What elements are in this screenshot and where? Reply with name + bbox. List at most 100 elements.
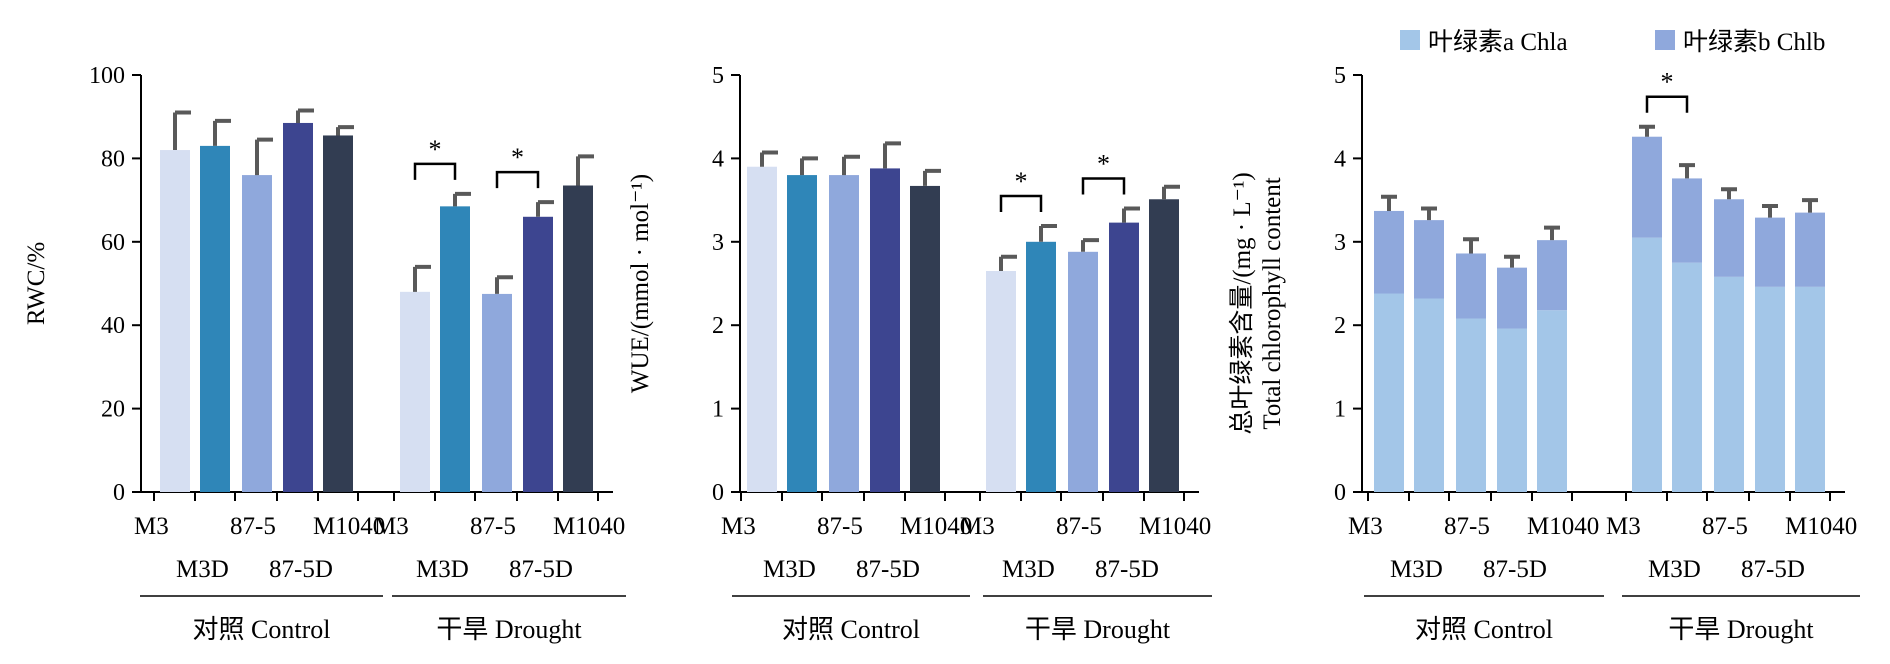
bar: [910, 185, 940, 492]
significance-bracket: [413, 162, 457, 180]
x-category-label: 87-5D: [856, 556, 920, 583]
error-bar: [255, 137, 273, 176]
bar: [1109, 222, 1139, 493]
bar: [482, 293, 512, 492]
error-bar: [336, 125, 354, 136]
x-category-label: M3: [721, 513, 756, 540]
x-category-label: 87-5: [470, 513, 516, 540]
x-category-label: M3D: [763, 556, 816, 583]
error-bar: [1122, 206, 1140, 223]
y-tick-label: 1: [712, 397, 724, 423]
x-category-label: M3: [134, 513, 169, 540]
legend-swatch: [1655, 30, 1675, 50]
error-bar: [1081, 238, 1099, 252]
error-bar: [1802, 198, 1818, 213]
y-tick-label: 40: [101, 313, 125, 339]
y-axis-label: WUE/(mmol · mol⁻¹): [627, 174, 654, 393]
y-tick-label: 1: [1334, 397, 1346, 423]
bar-chlb: [1456, 253, 1486, 319]
bar-chla: [1537, 310, 1567, 492]
y-tick-label: 4: [1334, 146, 1346, 172]
error-bar: [1762, 203, 1778, 218]
bar-chla: [1374, 293, 1404, 492]
error-bar: [213, 118, 231, 146]
bar-chla: [1497, 328, 1527, 492]
x-category-label: 87-5D: [269, 556, 333, 583]
bar-chlb: [1414, 220, 1444, 299]
x-category-label: M1040: [553, 513, 625, 540]
bar: [986, 270, 1016, 492]
bar: [242, 175, 272, 492]
bar: [1068, 251, 1098, 492]
group-label: 干旱 Drought: [1668, 615, 1814, 644]
bar: [1149, 199, 1179, 493]
x-category-label: M3: [1606, 513, 1641, 540]
error-bar: [1639, 124, 1655, 137]
x-category-label: M3D: [416, 556, 469, 583]
significance-marker: *: [1097, 149, 1110, 178]
error-bar: [536, 200, 554, 217]
bar-chla: [1755, 286, 1785, 492]
x-category-label: 87-5D: [1095, 556, 1159, 583]
x-category-label: 87-5: [230, 513, 276, 540]
error-bar: [800, 156, 818, 176]
y-axis-label-line2: Total chlorophyll content: [1259, 177, 1286, 429]
error-bar: [1544, 225, 1560, 241]
error-bar: [1679, 163, 1695, 179]
error-bar: [173, 110, 191, 151]
x-category-label: M1040: [1139, 513, 1211, 540]
x-category-label: 87-5: [1702, 513, 1748, 540]
y-tick-label: 2: [712, 313, 724, 339]
error-bar: [1463, 237, 1479, 254]
significance-bracket: [999, 194, 1043, 212]
legend-label: 叶绿素b Chlb: [1683, 28, 1825, 56]
group-label: 干旱 Drought: [436, 615, 582, 644]
x-category-label: 87-5D: [1741, 556, 1805, 583]
significance-marker: *: [1015, 167, 1028, 196]
bar: [1026, 241, 1056, 492]
x-category-label: M1040: [1785, 513, 1857, 540]
significance-bracket: [1081, 177, 1126, 195]
legend-swatch: [1400, 30, 1420, 50]
y-tick-label: 3: [1334, 230, 1346, 256]
bar-chla: [1672, 262, 1702, 492]
y-tick-label: 4: [712, 146, 724, 172]
group-label: 干旱 Drought: [1025, 615, 1171, 644]
bar-chlb: [1672, 178, 1702, 263]
y-tick-label: 3: [712, 230, 724, 256]
x-category-label: M3: [1348, 513, 1383, 540]
bar: [400, 291, 430, 492]
error-bar: [923, 168, 941, 186]
y-tick-label: 20: [101, 397, 125, 423]
bar-chlb: [1714, 199, 1744, 277]
significance-marker: *: [511, 143, 524, 172]
bar: [323, 135, 353, 492]
error-bar: [842, 154, 860, 176]
bar: [829, 175, 859, 492]
chart-panel-1: 0 20 40 60 80 100 RWC/% M3 87-5 M1040 M3D 87-5D 对照 C…: [23, 63, 626, 644]
bar-chlb: [1374, 210, 1404, 294]
x-category-label: M3: [374, 513, 409, 540]
y-tick-label: 5: [712, 63, 724, 89]
chart-panel-3: 0 1 2 3 4 5 总叶绿素含量/(mg · L⁻¹) Total chlorophyll…: [1228, 28, 1860, 644]
bar-chla: [1456, 318, 1486, 492]
x-category-label: M1040: [1527, 513, 1599, 540]
bar-chla: [1714, 276, 1744, 492]
bar-chlb: [1795, 212, 1825, 287]
y-tick-label: 0: [1334, 480, 1346, 506]
bar-chlb: [1632, 136, 1662, 238]
error-bar: [999, 254, 1017, 271]
bar-chlb: [1755, 217, 1785, 287]
bar: [563, 185, 593, 492]
x-category-label: 87-5: [817, 513, 863, 540]
x-category-label: M3D: [1390, 556, 1443, 583]
significance-marker: *: [429, 135, 442, 164]
bar: [523, 216, 553, 492]
error-bar: [1039, 223, 1057, 242]
bar-chla: [1632, 237, 1662, 492]
bar-chlb: [1537, 240, 1567, 311]
error-bar: [495, 275, 513, 294]
x-category-label: M3D: [176, 556, 229, 583]
x-category-label: M1040: [313, 513, 385, 540]
